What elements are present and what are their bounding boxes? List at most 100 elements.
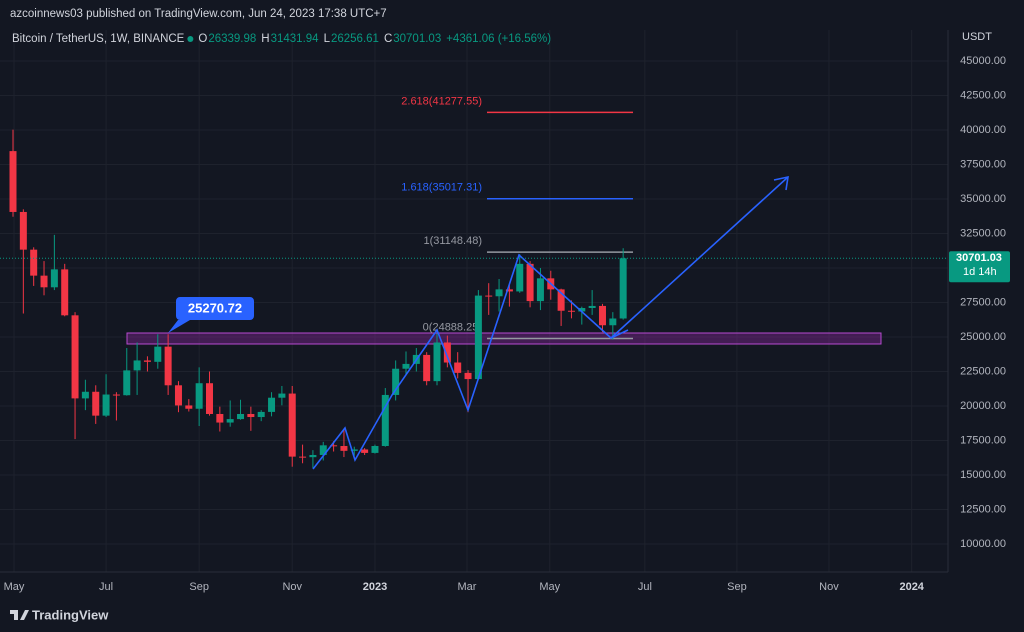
candle-body [557,289,565,311]
projection-arrow [610,176,789,339]
candle-body [174,385,182,406]
candle-body [578,308,586,312]
ohlc-key: C [384,33,392,45]
candle-body [402,363,410,369]
y-tick-label: 17500.00 [960,434,1006,446]
candle-body [619,258,627,319]
candle-body [226,419,234,423]
y-tick-label: 45000.00 [960,55,1006,67]
candle-body [92,391,100,416]
candle-body [464,372,472,380]
candle-body [371,446,379,453]
candle-body [205,383,213,414]
candle-body [164,346,172,386]
symbol: Bitcoin / TetherUS, 1W, BINANCE [12,33,185,45]
candle-body [102,394,110,416]
candle-body [526,263,534,302]
candle-body [216,413,224,423]
candle-body [381,394,389,447]
x-tick-label: Sep [189,581,209,593]
x-tick-label: 2023 [363,581,387,593]
candle-body [299,456,307,458]
last-price-badge [949,251,1010,283]
candle-body [154,346,162,362]
y-tick-label: 22500.00 [960,365,1006,377]
candle-body [474,295,482,380]
candles [9,129,627,469]
candle-body [330,445,338,447]
candle-body [237,413,245,420]
candle-body [423,354,431,382]
candle-body [588,305,596,309]
market-dot [187,36,194,42]
candle-body [61,269,69,316]
x-tick-label: May [539,581,560,593]
candle-body [309,454,317,458]
y-tick-label: 10000.00 [960,538,1006,550]
y-tick-label: 37500.00 [960,158,1006,170]
fib-label: 1(31148.48) [423,235,482,247]
footer-logo: TradingView [10,607,109,622]
candle-body [19,211,27,250]
candle-body [567,310,575,312]
logo-icon [10,610,29,620]
candle-body [485,295,493,297]
candle-body [247,413,255,418]
fib-label: 1.618(35017.31) [401,182,482,194]
countdown-label: 1d 14h [963,266,997,278]
candle-body [609,318,617,326]
candle-body [454,362,462,373]
candle-body [81,391,89,399]
callout-label: 25270.72 [188,300,242,315]
x-tick-label: Mar [458,581,477,593]
y-tick-label: 12500.00 [960,503,1006,515]
candle-body [30,249,38,276]
ohlc-value: 26256.61 [331,33,379,45]
x-tick-label: May [4,581,25,593]
y-tick-label: 15000.00 [960,469,1006,481]
candle-body [361,449,369,453]
arrow-head [773,175,789,191]
candle-body [443,342,451,363]
candle-body [50,269,58,288]
x-tick-label: 2024 [899,581,924,593]
ohlc-legend: O 26339.98 H 31431.94 L 26256.61 C 30701.03 +436… [187,33,551,45]
candle-body [40,275,48,288]
fib-label: 0(24888.25) [423,321,482,333]
y-tick-label: 20000.00 [960,400,1006,412]
ohlc-value: 31431.94 [271,33,320,45]
candle-body [9,151,17,212]
candle-body [495,289,503,297]
ohlc-key: H [261,33,269,45]
ohlc-value: 30701.03 [393,33,441,45]
x-tick-label: Nov [282,581,302,593]
candle-body [536,278,544,302]
candle-body [133,360,141,371]
candle-body [268,397,276,412]
ohlc-key: L [324,33,331,45]
candle-body [112,394,120,396]
candle-body [257,411,265,418]
y-tick-label: 27500.00 [960,296,1006,308]
candle-body [516,263,524,292]
candle-body [340,446,348,451]
candle-body [278,393,286,398]
y-tick-label: 35000.00 [960,193,1006,205]
fib-label: 2.618(41277.55) [401,95,482,107]
last-price-label: 30701.03 [956,252,1002,264]
candle-body [288,393,296,457]
candle-body [392,368,400,395]
y-tick-label: 32500.00 [960,227,1006,239]
y-tick-label: 40000.00 [960,124,1006,136]
candle-body [143,360,151,362]
brand: TradingView [32,607,109,622]
x-tick-label: Sep [727,581,747,593]
callout-box [168,297,254,333]
y-tick-label: 25000.00 [960,331,1006,343]
pattern-drawing [312,175,789,470]
zigzag-line [312,253,629,470]
candle-body [350,449,358,451]
ohlc-value: 26339.98 [208,33,256,45]
price-callout: 25270.72 [168,297,254,333]
